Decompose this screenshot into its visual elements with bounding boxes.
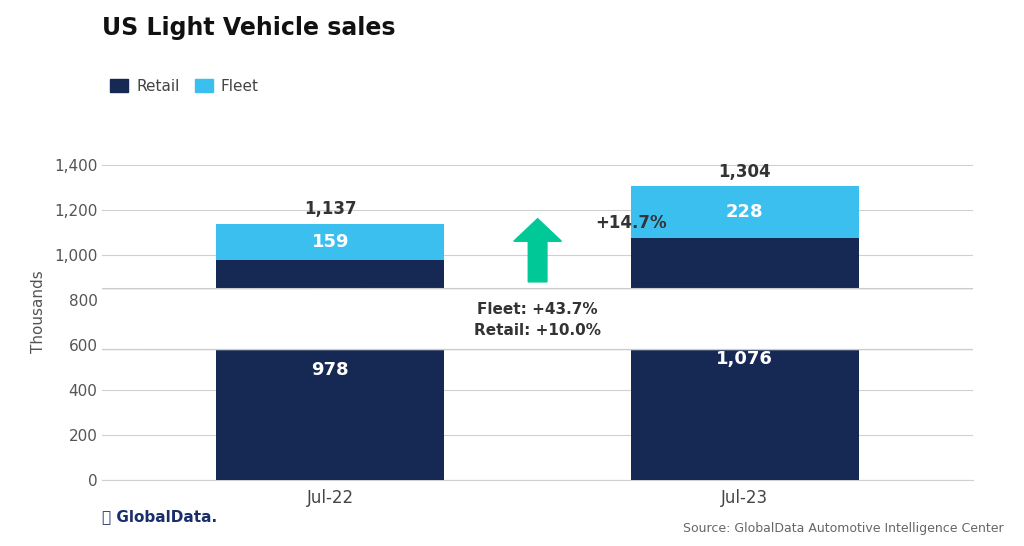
Y-axis label: Thousands: Thousands bbox=[31, 270, 46, 353]
Text: 228: 228 bbox=[726, 203, 764, 221]
Bar bbox=[631, 238, 859, 480]
Bar bbox=[216, 224, 444, 260]
Text: 1,076: 1,076 bbox=[717, 350, 773, 368]
Bar bbox=[216, 260, 444, 480]
Text: Source: GlobalData Automotive Intelligence Center: Source: GlobalData Automotive Intelligen… bbox=[683, 522, 1004, 535]
Text: ⓘ GlobalData.: ⓘ GlobalData. bbox=[102, 509, 217, 524]
Text: +14.7%: +14.7% bbox=[596, 214, 668, 232]
Text: 1,137: 1,137 bbox=[304, 200, 356, 218]
Text: 1,304: 1,304 bbox=[719, 163, 771, 181]
Text: Retail: +10.0%: Retail: +10.0% bbox=[474, 323, 601, 338]
Text: 978: 978 bbox=[311, 361, 349, 379]
Text: 159: 159 bbox=[311, 233, 349, 251]
Polygon shape bbox=[514, 219, 561, 282]
Bar bbox=[631, 186, 859, 238]
Text: Fleet: +43.7%: Fleet: +43.7% bbox=[477, 302, 598, 317]
Text: US Light Vehicle sales: US Light Vehicle sales bbox=[102, 16, 396, 40]
FancyBboxPatch shape bbox=[0, 289, 1024, 349]
Legend: Retail, Fleet: Retail, Fleet bbox=[110, 79, 259, 94]
